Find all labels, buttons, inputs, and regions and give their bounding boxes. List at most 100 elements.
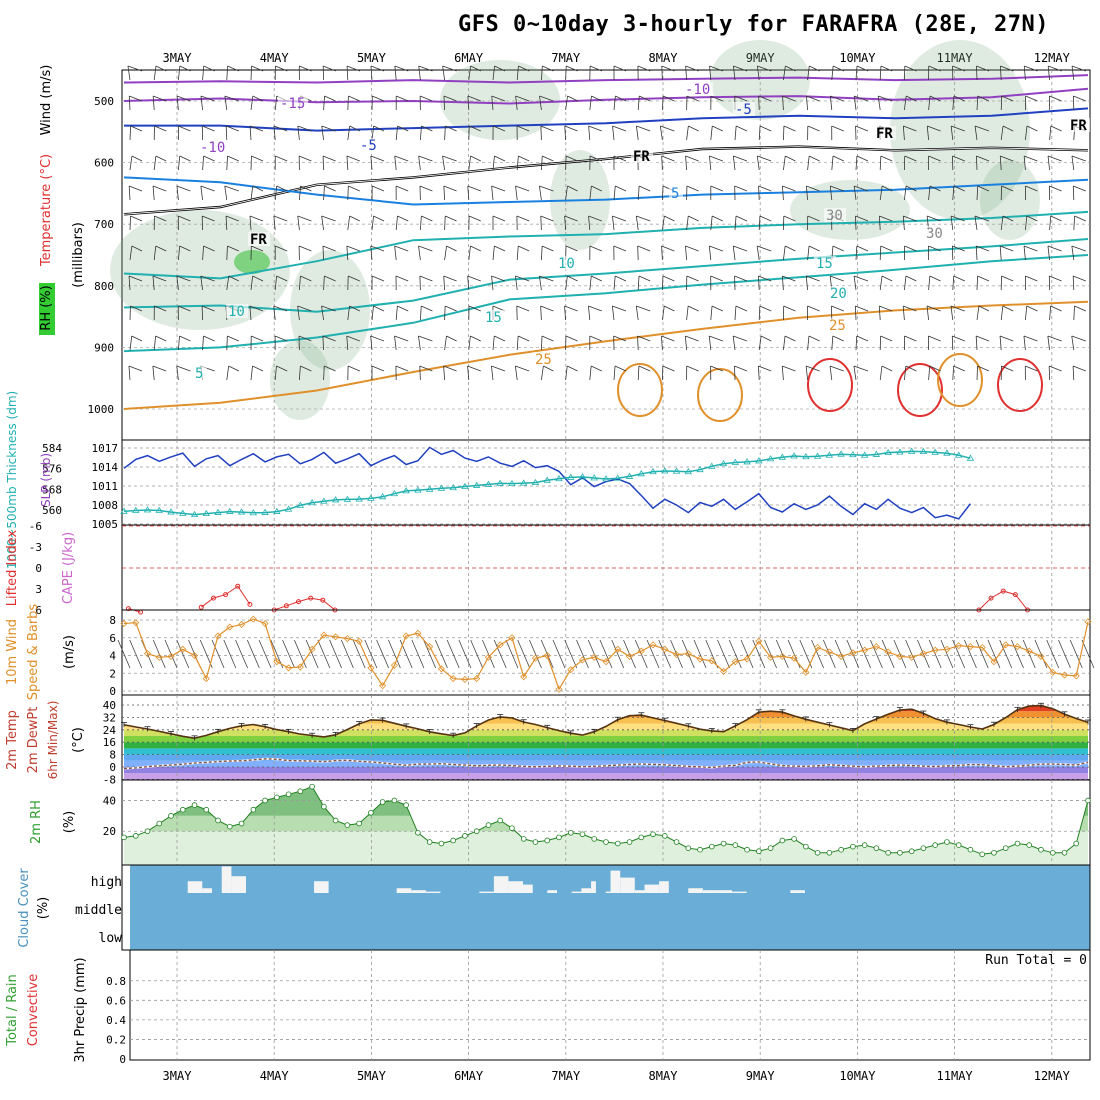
wind-barb <box>710 305 713 321</box>
wind-barb-flag <box>227 245 239 252</box>
wind-barb-flag <box>130 215 143 222</box>
wind-barb-flag <box>297 125 312 132</box>
wind-barb <box>613 275 616 291</box>
wind-barb-flag <box>446 335 457 342</box>
thickness-point <box>766 455 775 462</box>
wind-barb-flag <box>224 95 239 102</box>
wind-barb-flag <box>346 65 360 72</box>
wind-barb-flag <box>517 335 530 342</box>
wind-barb <box>612 125 615 141</box>
rh2m-point <box>826 849 833 856</box>
wind-barb <box>782 185 784 201</box>
wind-barb-flag <box>974 215 990 222</box>
wind-barb-flag <box>880 65 893 72</box>
temp-tick: 32 <box>103 711 116 724</box>
wind-speed-point <box>778 652 786 660</box>
wind-barb <box>226 245 228 261</box>
wind-barb <box>775 639 789 669</box>
wind-barb <box>347 185 349 201</box>
wind-barb <box>783 335 786 351</box>
wind-barb <box>686 215 689 231</box>
wind-barb-flag <box>128 365 143 372</box>
wind-barb-flag <box>1071 155 1086 162</box>
wind-barb <box>853 185 857 201</box>
wind-barb-flag <box>492 125 506 132</box>
contour-label: 10 <box>558 256 575 272</box>
wind-barb-flag <box>202 215 215 222</box>
rh2m-point <box>356 820 362 827</box>
wind-barb <box>662 185 664 201</box>
wind-barb-flag <box>273 305 288 312</box>
wind-speed-point <box>602 658 610 666</box>
wind-speed-point <box>367 664 375 672</box>
wind-barb-flag <box>638 365 651 372</box>
wind-speed-point <box>1060 671 1069 679</box>
wind-barb-flag <box>660 125 675 132</box>
wind-barb <box>423 639 437 669</box>
cloud-clear-bar <box>790 890 805 893</box>
thickness-point <box>355 495 363 502</box>
rh-shading-blob <box>270 340 330 420</box>
rh2m-point <box>297 788 304 795</box>
wind-barb-flag <box>491 365 506 372</box>
wind-barb <box>758 95 760 111</box>
wind-barb <box>491 365 494 381</box>
wind-barb <box>611 305 615 321</box>
rh2m-point <box>250 806 257 813</box>
wind-barb-flag <box>155 65 167 72</box>
rh2m-point <box>720 840 727 847</box>
wind-speed-point <box>437 665 445 673</box>
contour-label-bg <box>669 186 683 200</box>
wind-barb-flag <box>299 65 312 72</box>
rh2m-point <box>850 843 856 850</box>
wind-barb <box>1058 639 1071 669</box>
rh2m-point <box>473 828 480 835</box>
wind-barb-flag <box>419 185 433 192</box>
rh2m-point <box>156 820 163 827</box>
temp-band <box>124 736 1088 743</box>
wind-barb <box>540 125 542 141</box>
rh2m-axis-label: 2m RH <box>29 800 44 844</box>
rh2m-point <box>709 843 715 850</box>
wind-barb <box>756 155 760 171</box>
wind-barb <box>661 335 663 351</box>
wind-barb-flag <box>395 275 409 282</box>
wind-barb <box>1049 305 1052 321</box>
wind-barb-flag <box>662 365 675 372</box>
wind-barb <box>128 275 131 291</box>
contour-label: -10 <box>685 82 710 98</box>
rh2m-point <box>1085 797 1091 804</box>
wind-barb <box>1072 185 1075 201</box>
wind-barb <box>1072 275 1075 291</box>
wind-barb-flag <box>758 95 772 102</box>
rh2m-point <box>626 839 633 845</box>
contour-label-bg <box>198 140 228 154</box>
wind-speed-point <box>214 632 222 640</box>
wind-barb <box>854 305 857 321</box>
wind-barb <box>881 639 895 669</box>
wind-speed-point <box>966 643 975 651</box>
wind-barb-flag <box>613 65 627 72</box>
wind-barb <box>491 95 494 111</box>
wind-barb-flag <box>152 365 167 372</box>
wind-barb-flag <box>1023 335 1038 342</box>
wind-barb <box>612 215 615 231</box>
wind-speed-point <box>261 619 269 628</box>
wind-barb <box>491 275 494 291</box>
wind-barb <box>443 95 445 111</box>
wind-barb <box>831 65 834 81</box>
rh2m-point <box>509 825 515 831</box>
contour-label: FR <box>1070 118 1087 134</box>
rh2m-point <box>838 846 844 853</box>
date-label-bottom: 4MAY <box>260 1069 290 1083</box>
wind-speed-point <box>155 653 163 661</box>
thickness-point <box>813 452 822 459</box>
wind-barb-flag <box>179 335 191 342</box>
wind-barb <box>224 95 228 111</box>
rh2m-point <box>121 834 127 841</box>
wind-barb <box>879 245 882 261</box>
wind-barb-flag <box>442 65 457 72</box>
wind-barb <box>811 639 824 669</box>
wind-barb-flag <box>541 245 554 252</box>
wind-speed-point <box>837 652 845 660</box>
